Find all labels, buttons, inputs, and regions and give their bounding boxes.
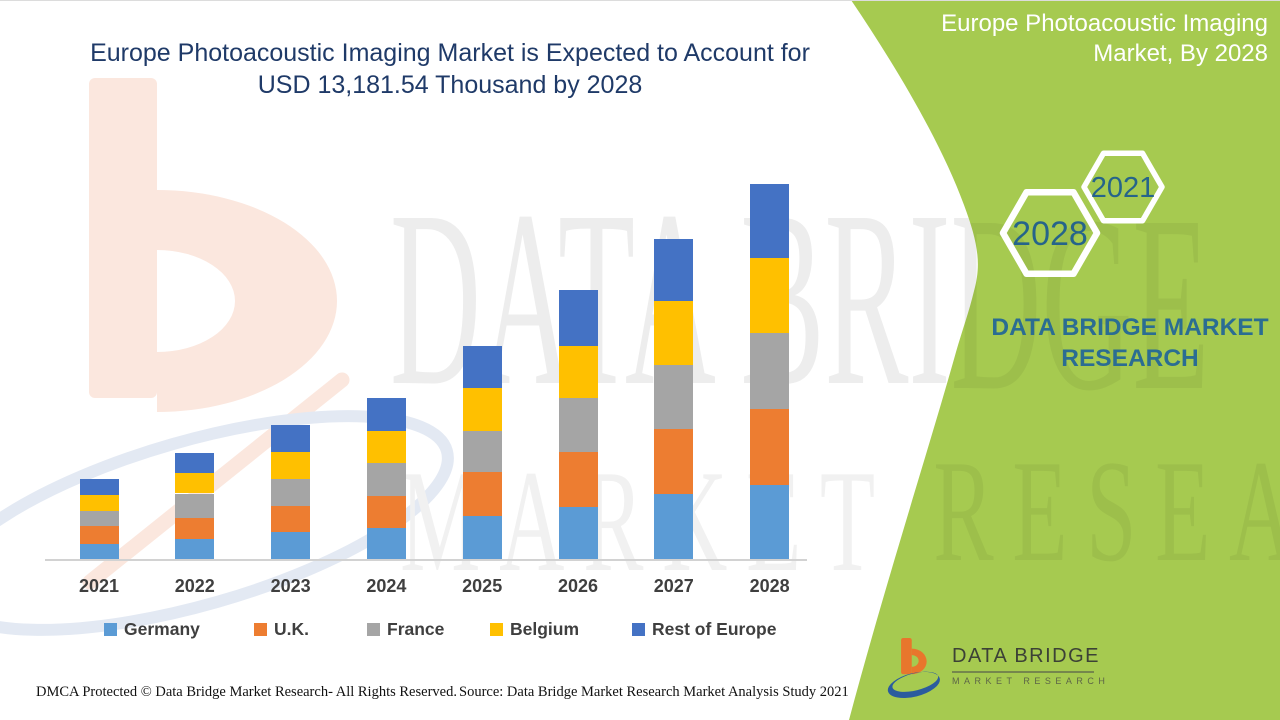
logo-underline [952, 671, 1094, 673]
bar-segment-germany-2027 [654, 493, 694, 559]
x-axis-line [45, 559, 807, 561]
bar-segment-germany-2022 [175, 539, 215, 559]
legend-label: France [387, 619, 445, 639]
side-panel-shape [849, 0, 1280, 720]
side-panel-title: Europe Photoacoustic Imaging Market, By … [838, 9, 1268, 69]
x-axis-label-2021: 2021 [78, 576, 120, 596]
chart-title: Europe Photoacoustic Imaging Market is E… [60, 37, 840, 101]
bar-segment-u-k--2028 [750, 408, 790, 485]
bar-segment-belgium-2025 [462, 387, 502, 431]
bar-segment-belgium-2026 [558, 345, 598, 398]
side-panel-title-line2: Market, By 2028 [1093, 40, 1268, 67]
legend-label: Rest of Europe [652, 619, 777, 639]
legend-label: U.K. [274, 619, 309, 639]
bar-segment-france-2025 [462, 430, 502, 473]
x-axis-label-2025: 2025 [462, 576, 503, 596]
legend-swatch-icon [632, 623, 645, 636]
x-axis-label-2027: 2027 [653, 576, 694, 596]
bar-segment-germany-2026 [558, 507, 598, 559]
bar-segment-france-2023 [271, 478, 311, 506]
x-axis-label-2022: 2022 [174, 576, 215, 596]
top-border-line [0, 0, 1280, 1]
legend-swatch-icon [367, 623, 380, 636]
blue-swoosh-watermark-icon [0, 410, 454, 636]
bar-segment-germany-2024 [366, 528, 406, 559]
chart-title-line1: Europe Photoacoustic Imaging Market is E… [90, 39, 810, 67]
bar-segment-rest-of-europe-2024 [366, 397, 406, 431]
hexagon-2028 [999, 189, 1101, 277]
bar-segment-france-2021 [79, 510, 119, 526]
legend-label: Belgium [510, 619, 580, 639]
hexagon-2021-label: 2021 [1091, 172, 1156, 204]
bar-segment-france-2028 [750, 333, 790, 409]
bar-segment-france-2022 [175, 493, 215, 518]
bar-segment-rest-of-europe-2025 [462, 345, 502, 388]
bar-segment-rest-of-europe-2027 [654, 238, 694, 302]
bar-segment-rest-of-europe-2022 [175, 452, 215, 474]
legend-item-belgium: Belgium [490, 619, 579, 640]
x-axis-label-2024: 2024 [366, 576, 407, 596]
legend-item-rest-of-europe: Rest of Europe [632, 619, 776, 640]
bar-segment-germany-2021 [79, 543, 119, 559]
bar-segment-rest-of-europe-2023 [271, 424, 311, 452]
dmca-notice: DMCA Protected © Data Bridge Market Rese… [36, 684, 457, 700]
bar-segment-germany-2023 [271, 532, 311, 559]
legend-item-u-k-: U.K. [254, 619, 309, 640]
bar-segment-u-k--2024 [366, 495, 406, 529]
bar-segment-belgium-2028 [750, 257, 790, 334]
side-panel-title-line1: Europe Photoacoustic Imaging [941, 10, 1268, 37]
hexagon-2021 [1081, 150, 1165, 224]
bar-segment-u-k--2023 [271, 505, 311, 533]
dbmr-logo-icon [887, 638, 940, 699]
legend-swatch-icon [254, 623, 267, 636]
bar-segment-france-2026 [558, 397, 598, 452]
legend-item-germany: Germany [104, 619, 200, 640]
bar-segment-germany-2028 [750, 484, 790, 559]
bar-segment-u-k--2026 [558, 451, 598, 508]
x-axis-label-2028: 2028 [749, 576, 790, 596]
bar-segment-u-k--2021 [79, 525, 119, 544]
legend-label: Germany [124, 619, 200, 639]
bar-segment-u-k--2022 [175, 517, 215, 540]
logo-name: DATA BRIDGE [952, 645, 1101, 667]
x-axis-label-2023: 2023 [270, 576, 311, 596]
bar-segment-france-2027 [654, 364, 694, 429]
bar-segment-germany-2025 [462, 515, 502, 559]
bar-segment-rest-of-europe-2026 [558, 290, 598, 346]
bar-segment-u-k--2027 [654, 428, 694, 494]
bar-segment-u-k--2025 [462, 472, 502, 516]
legend-item-france: France [367, 619, 444, 640]
logo-subtitle: MARKET RESEARCH [952, 676, 1110, 686]
legend-swatch-icon [104, 623, 117, 636]
chart-title-line2: USD 13,181.54 Thousand by 2028 [257, 71, 643, 99]
hexagon-2028-label: 2028 [1012, 215, 1088, 253]
brand-text: DATA BRIDGE MARKET RESEARCH [991, 314, 1269, 372]
logo-wordmark: DATA BRIDGE MARKET RESEARCH [952, 645, 1109, 686]
bar-segment-belgium-2023 [271, 451, 311, 479]
x-axis-label-2026: 2026 [557, 576, 599, 596]
source-note: Source: Data Bridge Market Research Mark… [459, 684, 849, 700]
bar-segment-belgium-2021 [79, 494, 119, 511]
bar-segment-belgium-2027 [654, 301, 694, 365]
legend-swatch-icon [490, 623, 503, 636]
bar-segment-belgium-2022 [175, 473, 215, 494]
bar-segment-rest-of-europe-2021 [79, 478, 119, 495]
bar-segment-rest-of-europe-2028 [750, 183, 790, 258]
bar-segment-france-2024 [366, 463, 406, 496]
bar-segment-belgium-2024 [366, 430, 406, 464]
